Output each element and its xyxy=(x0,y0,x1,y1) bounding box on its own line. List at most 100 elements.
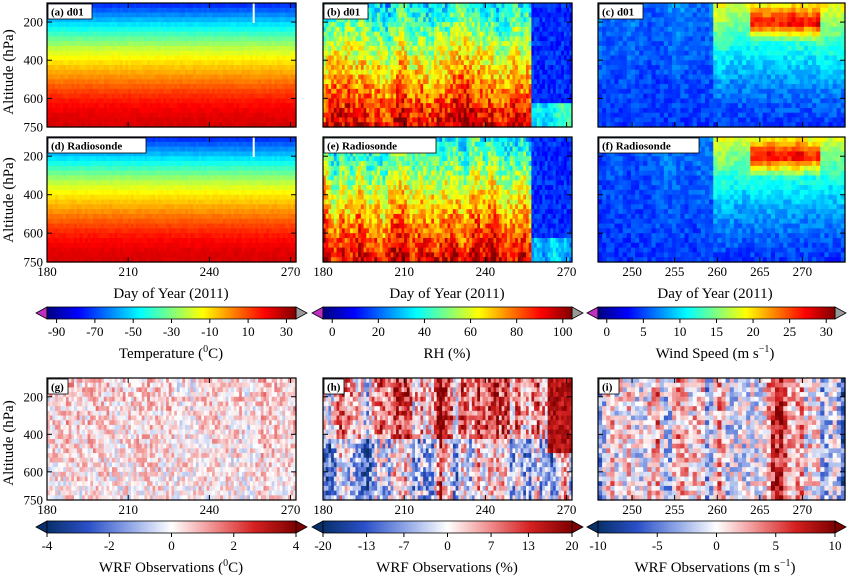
heat-cell xyxy=(610,36,615,41)
heat-cell xyxy=(619,117,624,122)
panel-c-heatmap xyxy=(598,3,846,128)
heat-cell xyxy=(614,32,619,37)
heat-cell xyxy=(610,89,615,94)
heat-cell xyxy=(602,84,607,89)
heat-cell xyxy=(610,117,615,122)
heat-cell xyxy=(610,113,615,118)
panel-c: (c) d01 xyxy=(598,3,846,128)
panel-b-label: (b) d01 xyxy=(327,7,360,19)
heat-cell xyxy=(619,41,624,46)
heat-cell xyxy=(614,46,619,51)
heat-cell xyxy=(602,60,607,65)
heat-cell xyxy=(606,94,611,99)
heat-cell xyxy=(598,46,603,51)
heat-cell xyxy=(598,65,603,70)
heat-cell xyxy=(610,65,615,70)
heat-cell xyxy=(610,60,615,65)
heat-cell xyxy=(598,79,603,84)
heat-cell xyxy=(602,103,607,108)
heat-cell xyxy=(606,70,611,75)
heat-cell xyxy=(598,103,603,108)
panel-b-heatmap xyxy=(323,3,573,128)
heat-cell xyxy=(619,103,624,108)
heat-cell xyxy=(610,22,615,27)
y-tick-label: 400 xyxy=(24,53,44,68)
heat-cell xyxy=(602,79,607,84)
heat-cell xyxy=(606,103,611,108)
heat-cell xyxy=(602,65,607,70)
heat-cell xyxy=(614,70,619,75)
heat-cell xyxy=(619,51,624,56)
heat-cell xyxy=(598,70,603,75)
heat-cell xyxy=(619,32,624,37)
heat-cell xyxy=(619,113,624,118)
heat-cell xyxy=(614,108,619,113)
heat-cell xyxy=(614,79,619,84)
heat-cell xyxy=(606,36,611,41)
heat-cell xyxy=(602,32,607,37)
heat-cell xyxy=(606,117,611,122)
panel-a-label: (a) d01 xyxy=(51,7,84,19)
heat-cell xyxy=(619,46,624,51)
heat-cell xyxy=(606,46,611,51)
missing-data-gap xyxy=(253,3,255,23)
heat-cell xyxy=(614,27,619,32)
heat-cell xyxy=(619,36,624,41)
heat-cell xyxy=(614,41,619,46)
heat-cell xyxy=(598,41,603,46)
heat-cell xyxy=(619,22,624,27)
heat-cell xyxy=(610,84,615,89)
heat-cell xyxy=(619,108,624,113)
heat-cell xyxy=(610,70,615,75)
heat-cell xyxy=(610,51,615,56)
heat-cell xyxy=(610,79,615,84)
panel-a: 200 400 600 750 (a) d01 xyxy=(24,3,297,135)
heat-cell xyxy=(602,89,607,94)
heat-cell xyxy=(614,103,619,108)
heat-cell xyxy=(606,60,611,65)
heat-cell xyxy=(610,103,615,108)
heat-cell xyxy=(602,36,607,41)
heat-cell xyxy=(606,89,611,94)
heat-cell xyxy=(606,51,611,56)
heat-cell xyxy=(619,84,624,89)
y-tick-label: 200 xyxy=(24,15,44,30)
heat-cell xyxy=(598,36,603,41)
heat-cell xyxy=(602,41,607,46)
panel-b: (b) d01 xyxy=(323,3,573,128)
heat-cell xyxy=(619,27,624,32)
heat-cell xyxy=(610,94,615,99)
heat-cell xyxy=(614,84,619,89)
heat-cell xyxy=(598,60,603,65)
heat-cell xyxy=(602,51,607,56)
heat-cell xyxy=(606,55,611,60)
y-tick-label: 750 xyxy=(24,120,44,135)
heat-cell xyxy=(606,41,611,46)
heat-cell xyxy=(598,108,603,113)
heat-cell xyxy=(610,27,615,32)
heat-cell xyxy=(614,22,619,27)
heat-cell xyxy=(619,60,624,65)
heat-cell xyxy=(606,113,611,118)
heat-cell xyxy=(602,22,607,27)
heat-cell xyxy=(614,65,619,70)
heat-cell xyxy=(598,113,603,118)
heat-cell xyxy=(614,98,619,103)
heat-cell xyxy=(606,65,611,70)
heat-cell xyxy=(610,75,615,80)
heat-cell xyxy=(614,89,619,94)
heat-cell xyxy=(619,75,624,80)
heat-cell xyxy=(606,84,611,89)
panel-a-heatmap xyxy=(47,3,297,128)
heat-cell xyxy=(598,51,603,56)
heat-cell xyxy=(610,41,615,46)
heat-cell xyxy=(606,22,611,27)
heat-cell xyxy=(606,79,611,84)
heat-cell xyxy=(598,27,603,32)
y-tick-label: 600 xyxy=(24,91,44,106)
heat-cell xyxy=(598,75,603,80)
heat-cell xyxy=(598,32,603,37)
heat-cell xyxy=(602,98,607,103)
heat-cell xyxy=(614,75,619,80)
heat-cell xyxy=(623,22,628,27)
